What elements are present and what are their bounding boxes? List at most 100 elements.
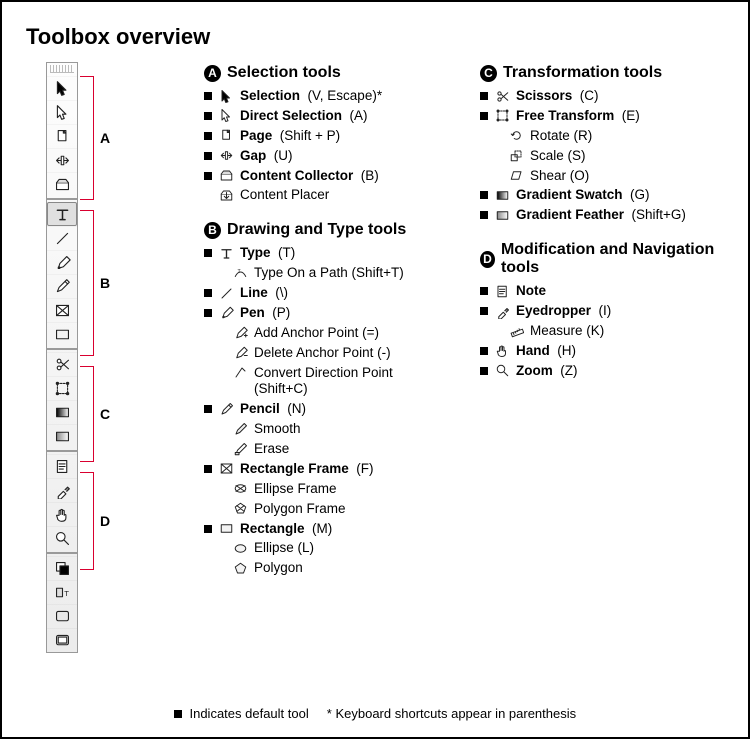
default-marker — [494, 327, 502, 335]
section-title: Transformation tools — [503, 64, 662, 82]
footer-text-b: * Keyboard shortcuts appear in parenthes… — [327, 706, 576, 721]
tool-screenmode[interactable] — [47, 604, 77, 628]
freetrans-icon — [494, 108, 510, 124]
tool-cursor-white[interactable] — [47, 100, 77, 124]
tool-label: Rotate (R) — [530, 128, 592, 145]
tool-item: Erase — [218, 441, 450, 458]
group-label-B: B — [100, 275, 110, 291]
tool-page[interactable] — [47, 124, 77, 148]
tool-note[interactable] — [47, 454, 77, 478]
tool-scissors[interactable] — [47, 352, 77, 376]
tool-line[interactable] — [47, 226, 77, 250]
tool-item: Note — [480, 283, 726, 300]
tool-rectframe[interactable] — [47, 298, 77, 322]
tool-item: Measure (K) — [494, 323, 726, 340]
collector-icon — [218, 168, 234, 184]
tool-item: Polygon — [218, 560, 450, 577]
tool-item: Direct Selection (A) — [204, 108, 450, 125]
default-marker — [218, 369, 226, 377]
tool-item: Content Collector (B) — [204, 168, 450, 185]
tool-item: Free Transform (E) — [480, 108, 726, 125]
tool-label: Note — [516, 283, 554, 300]
tool-zoom[interactable] — [47, 526, 77, 550]
tool-item: Polygon Frame — [218, 501, 450, 518]
tool-label: Selection (V, Escape)* — [240, 88, 382, 105]
tool-label: Pencil (N) — [240, 401, 306, 418]
measure-icon — [508, 323, 524, 339]
tool-label: Zoom (Z) — [516, 363, 578, 380]
smooth-icon — [232, 421, 248, 437]
tool-hand[interactable] — [47, 502, 77, 526]
tool-eyedrop[interactable] — [47, 478, 77, 502]
section-heading: BDrawing and Type tools — [204, 221, 450, 239]
group-label-A: A — [100, 130, 110, 146]
default-marker — [204, 191, 212, 199]
rotate-icon — [508, 128, 524, 144]
tool-label: Page (Shift + P) — [240, 128, 340, 145]
scale-icon — [508, 148, 524, 164]
default-marker — [494, 152, 502, 160]
group-bracket-D — [80, 472, 94, 570]
tool-rect[interactable] — [47, 322, 77, 346]
tool-gap[interactable] — [47, 148, 77, 172]
group-bracket-B — [80, 210, 94, 356]
tool-label: Pen (P) — [240, 305, 290, 322]
default-marker — [204, 172, 212, 180]
tool-label: Smooth — [254, 421, 301, 438]
toolbox-grip[interactable] — [50, 65, 74, 73]
tool-pen[interactable] — [47, 250, 77, 274]
default-marker — [204, 249, 212, 257]
zoom-icon — [494, 363, 510, 379]
penminus-icon — [232, 345, 248, 361]
default-marker — [204, 465, 212, 473]
toolbox-panel: T — [46, 62, 78, 653]
tool-pencil[interactable] — [47, 274, 77, 298]
tool-collector[interactable] — [47, 172, 77, 196]
tool-item: Delete Anchor Point (-) — [218, 345, 450, 362]
tool-item: Shear (O) — [494, 168, 726, 185]
default-marker — [204, 112, 212, 120]
tool-type[interactable] — [47, 202, 77, 226]
section-badge: D — [480, 251, 495, 268]
ellipse-icon — [232, 540, 248, 556]
tool-gradswatch[interactable] — [47, 400, 77, 424]
default-marker — [480, 347, 488, 355]
tool-label: Measure (K) — [530, 323, 604, 340]
tool-viewmode[interactable] — [47, 628, 77, 652]
default-marker — [218, 445, 226, 453]
tool-formatting[interactable]: T — [47, 580, 77, 604]
default-marker — [494, 132, 502, 140]
tool-item: Add Anchor Point (=) — [218, 325, 450, 342]
tool-item: Pen (P) — [204, 305, 450, 322]
section-heading: CTransformation tools — [480, 64, 726, 82]
convert-icon — [232, 365, 248, 381]
tool-item: Page (Shift + P) — [204, 128, 450, 145]
gap-icon — [218, 148, 234, 164]
tool-item: Zoom (Z) — [480, 363, 726, 380]
default-marker — [218, 505, 226, 513]
section-title: Modification and Navigation tools — [501, 241, 726, 277]
tool-gradfeather[interactable] — [47, 424, 77, 448]
tool-cursor-black[interactable] — [47, 76, 77, 100]
cursor-white-icon — [218, 108, 234, 124]
tool-item: Gradient Swatch (G) — [480, 187, 726, 204]
tool-item: Content Placer — [204, 187, 450, 204]
tool-item: Type (T) — [204, 245, 450, 262]
tool-item: Scissors (C) — [480, 88, 726, 105]
tool-label: Polygon — [254, 560, 303, 577]
tool-swatches[interactable] — [47, 556, 77, 580]
tool-label: Content Placer — [240, 187, 329, 204]
tool-label: Gap (U) — [240, 148, 293, 165]
tool-label: Delete Anchor Point (-) — [254, 345, 391, 362]
footer-text-a: Indicates default tool — [189, 706, 308, 721]
tool-item: Hand (H) — [480, 343, 726, 360]
default-marker — [480, 92, 488, 100]
default-marker — [218, 349, 226, 357]
default-marker — [480, 287, 488, 295]
hand-icon — [494, 343, 510, 359]
tool-freetrans[interactable] — [47, 376, 77, 400]
section-title: Selection tools — [227, 64, 341, 82]
pen-icon — [218, 305, 234, 321]
default-marker — [218, 269, 226, 277]
toolbox-wrapper: T ABCD — [24, 62, 144, 653]
